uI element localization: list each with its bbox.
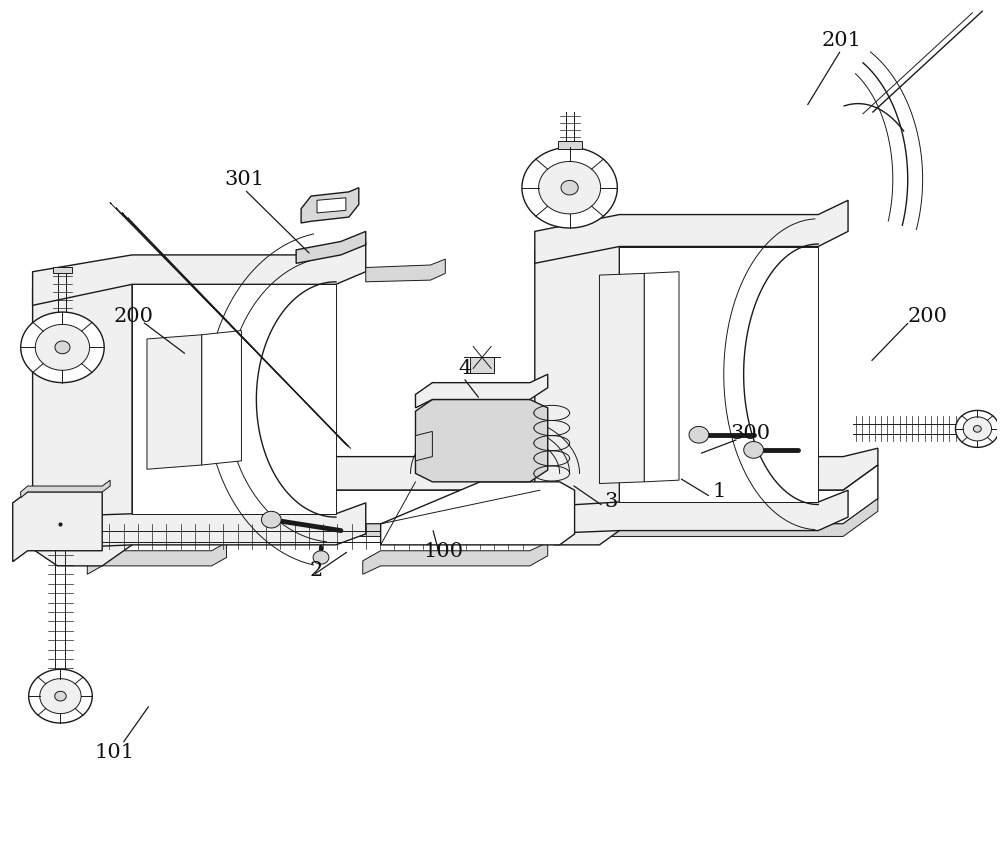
Polygon shape <box>301 188 359 223</box>
Text: 301: 301 <box>224 170 264 189</box>
Text: 200: 200 <box>114 307 154 326</box>
Polygon shape <box>82 465 878 532</box>
Polygon shape <box>415 374 548 408</box>
Polygon shape <box>619 246 818 502</box>
Polygon shape <box>644 272 679 482</box>
Polygon shape <box>33 242 366 305</box>
Polygon shape <box>539 162 601 214</box>
Polygon shape <box>132 284 336 514</box>
Polygon shape <box>55 691 66 701</box>
Polygon shape <box>415 431 432 461</box>
Polygon shape <box>21 312 104 382</box>
Polygon shape <box>558 141 582 149</box>
Polygon shape <box>13 492 102 562</box>
Polygon shape <box>363 542 548 574</box>
Polygon shape <box>53 266 72 273</box>
Polygon shape <box>87 542 227 574</box>
Polygon shape <box>522 147 617 228</box>
Polygon shape <box>35 324 90 371</box>
Polygon shape <box>296 231 366 263</box>
Polygon shape <box>313 551 329 564</box>
Polygon shape <box>261 511 281 528</box>
Polygon shape <box>82 448 878 498</box>
Polygon shape <box>40 678 81 714</box>
Text: 100: 100 <box>423 542 463 561</box>
Text: 300: 300 <box>731 425 771 443</box>
Polygon shape <box>82 498 878 545</box>
Polygon shape <box>21 481 110 497</box>
Polygon shape <box>955 410 999 448</box>
Polygon shape <box>381 482 575 545</box>
Polygon shape <box>535 238 619 545</box>
Text: 101: 101 <box>94 743 134 762</box>
Polygon shape <box>561 180 578 195</box>
Polygon shape <box>973 426 981 432</box>
Polygon shape <box>55 341 70 354</box>
Polygon shape <box>415 399 548 482</box>
Polygon shape <box>470 358 494 372</box>
Polygon shape <box>202 331 241 465</box>
Text: 1: 1 <box>712 482 725 502</box>
Text: 4: 4 <box>459 359 472 378</box>
Polygon shape <box>963 417 992 441</box>
Polygon shape <box>599 273 644 484</box>
Text: 200: 200 <box>908 307 948 326</box>
Polygon shape <box>366 259 445 282</box>
Text: 201: 201 <box>821 31 861 50</box>
Polygon shape <box>33 272 132 566</box>
Polygon shape <box>33 503 366 549</box>
Polygon shape <box>535 490 848 534</box>
Polygon shape <box>317 198 346 213</box>
Polygon shape <box>147 335 202 470</box>
Polygon shape <box>744 442 764 459</box>
Text: 3: 3 <box>605 492 618 511</box>
Polygon shape <box>689 426 709 443</box>
Polygon shape <box>535 201 848 263</box>
Text: 2: 2 <box>309 561 323 580</box>
Polygon shape <box>29 669 92 723</box>
